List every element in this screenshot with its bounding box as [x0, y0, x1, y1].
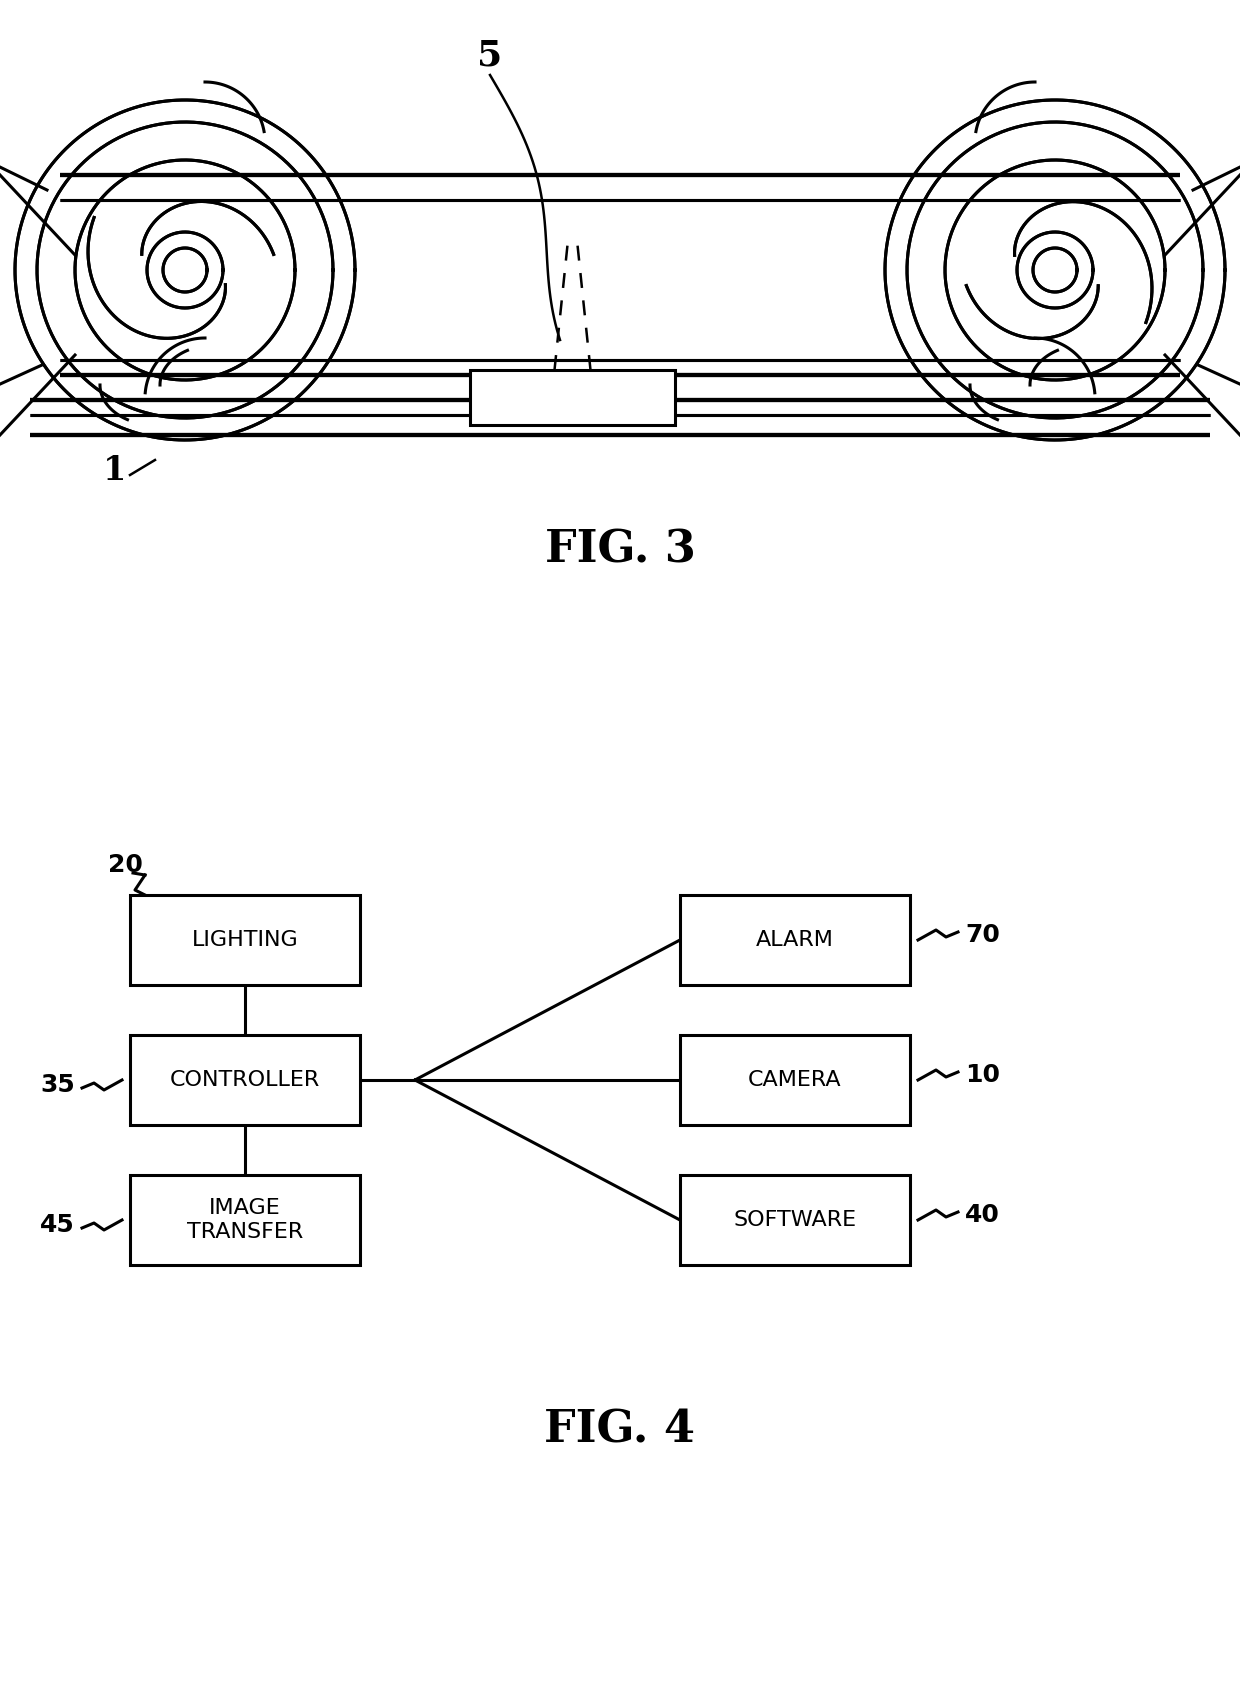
Text: 5: 5 — [477, 37, 502, 72]
Text: SOFTWARE: SOFTWARE — [733, 1211, 857, 1230]
Bar — [470, 370, 675, 426]
Circle shape — [17, 102, 353, 438]
Bar — [130, 1175, 360, 1265]
Text: 10: 10 — [965, 1063, 999, 1087]
Circle shape — [887, 102, 1223, 438]
Bar — [680, 1175, 910, 1265]
Text: 40: 40 — [965, 1202, 999, 1226]
Text: 35: 35 — [40, 1073, 74, 1097]
Text: ALARM: ALARM — [756, 930, 835, 950]
Text: FIG. 4: FIG. 4 — [544, 1408, 696, 1451]
Text: 70: 70 — [965, 923, 999, 947]
Bar — [130, 1035, 360, 1126]
Text: 1: 1 — [103, 453, 126, 487]
Text: FIG. 3: FIG. 3 — [544, 528, 696, 572]
Text: LIGHTING: LIGHTING — [192, 930, 299, 950]
Bar — [680, 896, 910, 984]
Text: 20: 20 — [108, 853, 143, 877]
Text: IMAGE
TRANSFER: IMAGE TRANSFER — [187, 1199, 303, 1241]
Text: CONTROLLER: CONTROLLER — [170, 1069, 320, 1090]
Bar — [680, 1035, 910, 1126]
Text: 45: 45 — [40, 1213, 74, 1236]
Bar — [130, 896, 360, 984]
Text: CAMERA: CAMERA — [748, 1069, 842, 1090]
